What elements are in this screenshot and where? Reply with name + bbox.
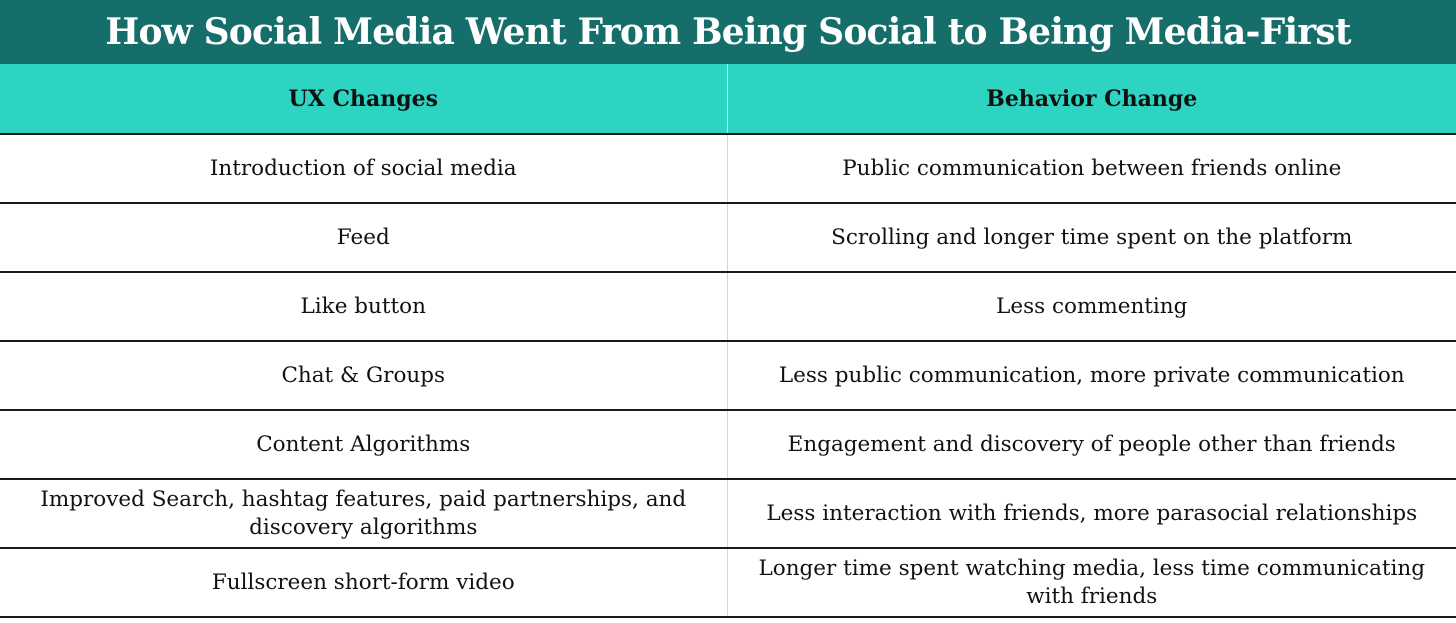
table-header: UX Changes Behavior Change (0, 64, 1456, 135)
table-row: Fullscreen short-form video Longer time … (0, 548, 1456, 618)
behavior-change-cell: Longer time spent watching media, less t… (727, 548, 1456, 618)
title-bar: How Social Media Went From Being Social … (0, 0, 1456, 64)
ux-change-cell: Fullscreen short-form video (0, 548, 728, 618)
ux-change-cell: Improved Search, hashtag features, paid … (0, 479, 728, 549)
behavior-change-cell: Less interaction with friends, more para… (727, 479, 1456, 549)
page-title: How Social Media Went From Being Social … (105, 11, 1351, 53)
column-header-behavior-change: Behavior Change (727, 64, 1456, 135)
behavior-change-cell: Public communication between friends onl… (727, 134, 1456, 204)
ux-change-cell: Feed (0, 203, 728, 273)
ux-change-cell: Introduction of social media (0, 134, 728, 204)
table-body: Introduction of social media Public comm… (0, 134, 1456, 618)
column-header-ux-changes: UX Changes (0, 64, 728, 135)
table-row: Introduction of social media Public comm… (0, 134, 1456, 204)
ux-change-cell: Chat & Groups (0, 341, 728, 411)
behavior-change-cell: Less commenting (727, 272, 1456, 342)
table-row: Like button Less commenting (0, 272, 1456, 342)
header-row: UX Changes Behavior Change (0, 64, 1456, 135)
table-row: Content Algorithms Engagement and discov… (0, 410, 1456, 480)
table-row: Improved Search, hashtag features, paid … (0, 479, 1456, 549)
table-row: Chat & Groups Less public communication,… (0, 341, 1456, 411)
behavior-change-cell: Scrolling and longer time spent on the p… (727, 203, 1456, 273)
table-row: Feed Scrolling and longer time spent on … (0, 203, 1456, 273)
behavior-change-cell: Less public communication, more private … (727, 341, 1456, 411)
ux-change-cell: Content Algorithms (0, 410, 728, 480)
comparison-table: UX Changes Behavior Change Introduction … (0, 64, 1456, 618)
ux-change-cell: Like button (0, 272, 728, 342)
behavior-change-cell: Engagement and discovery of people other… (727, 410, 1456, 480)
